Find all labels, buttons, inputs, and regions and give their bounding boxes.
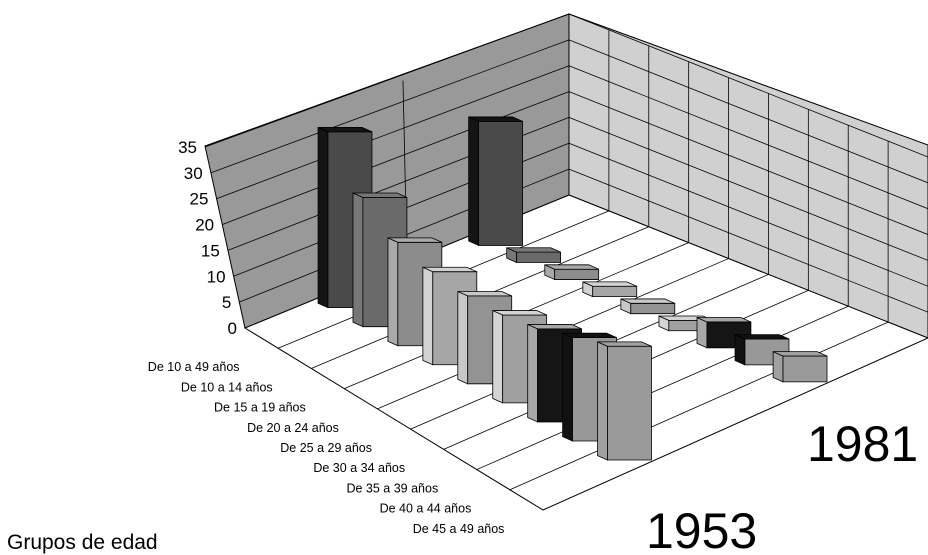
floor-gridline bbox=[476, 305, 849, 470]
y-tick-label: 10 bbox=[207, 267, 226, 286]
category-label: De 40 a 44 años bbox=[380, 502, 472, 516]
side-gridline bbox=[568, 142, 928, 287]
bar-1981-9 bbox=[772, 351, 828, 383]
back-gridline bbox=[216, 65, 570, 200]
category-label: De 30 a 34 años bbox=[313, 461, 405, 475]
category-label: De 25 a 29 años bbox=[280, 441, 372, 455]
side-gridline bbox=[568, 117, 928, 261]
bar-1981-5 bbox=[620, 298, 676, 315]
category-label: De 15 a 19 años bbox=[214, 401, 306, 415]
bar-1981-1 bbox=[468, 116, 523, 247]
bar-1981-2 bbox=[506, 247, 562, 264]
back-gridline bbox=[221, 91, 570, 225]
category-label: De 10 a 49 años bbox=[148, 360, 240, 374]
y-tick-label: 35 bbox=[178, 138, 197, 157]
y-tick-label: 25 bbox=[190, 190, 209, 209]
side-wall bbox=[568, 13, 928, 339]
side-gridline bbox=[568, 13, 928, 158]
grid bbox=[204, 13, 928, 491]
category-label: De 20 a 24 años bbox=[247, 421, 339, 435]
y-axis-ticks: 0 5 10 15 20 25 30 35 bbox=[178, 138, 237, 338]
bar-1981-4 bbox=[582, 281, 638, 298]
category-label: De 45 a 49 años bbox=[413, 522, 505, 536]
side-gridline bbox=[568, 39, 928, 184]
back-gridline bbox=[210, 39, 570, 174]
side-gridline bbox=[568, 91, 928, 235]
side-gridline bbox=[568, 168, 928, 313]
side-gridline bbox=[568, 65, 928, 210]
series-label-1953: 1953 bbox=[646, 503, 757, 555]
y-tick-label: 15 bbox=[201, 241, 220, 260]
category-label: De 35 a 39 años bbox=[346, 481, 438, 495]
series-label-1981: 1981 bbox=[807, 416, 918, 472]
y-tick-label: 30 bbox=[184, 164, 203, 183]
category-label: De 10 a 14 años bbox=[181, 380, 273, 394]
bar-1953-9 bbox=[597, 341, 652, 461]
category-labels: De 10 a 49 años De 10 a 14 años De 15 a 19… bbox=[148, 360, 505, 536]
y-tick-label: 5 bbox=[222, 293, 231, 312]
floor-gridline bbox=[509, 321, 889, 491]
y-tick-label: 20 bbox=[195, 216, 214, 235]
back-gridline bbox=[204, 13, 570, 148]
y-tick-label: 0 bbox=[228, 319, 237, 338]
x-axis-title: Grupos de edad bbox=[7, 531, 158, 554]
bars bbox=[317, 116, 828, 461]
bar-1981-3 bbox=[544, 264, 600, 281]
